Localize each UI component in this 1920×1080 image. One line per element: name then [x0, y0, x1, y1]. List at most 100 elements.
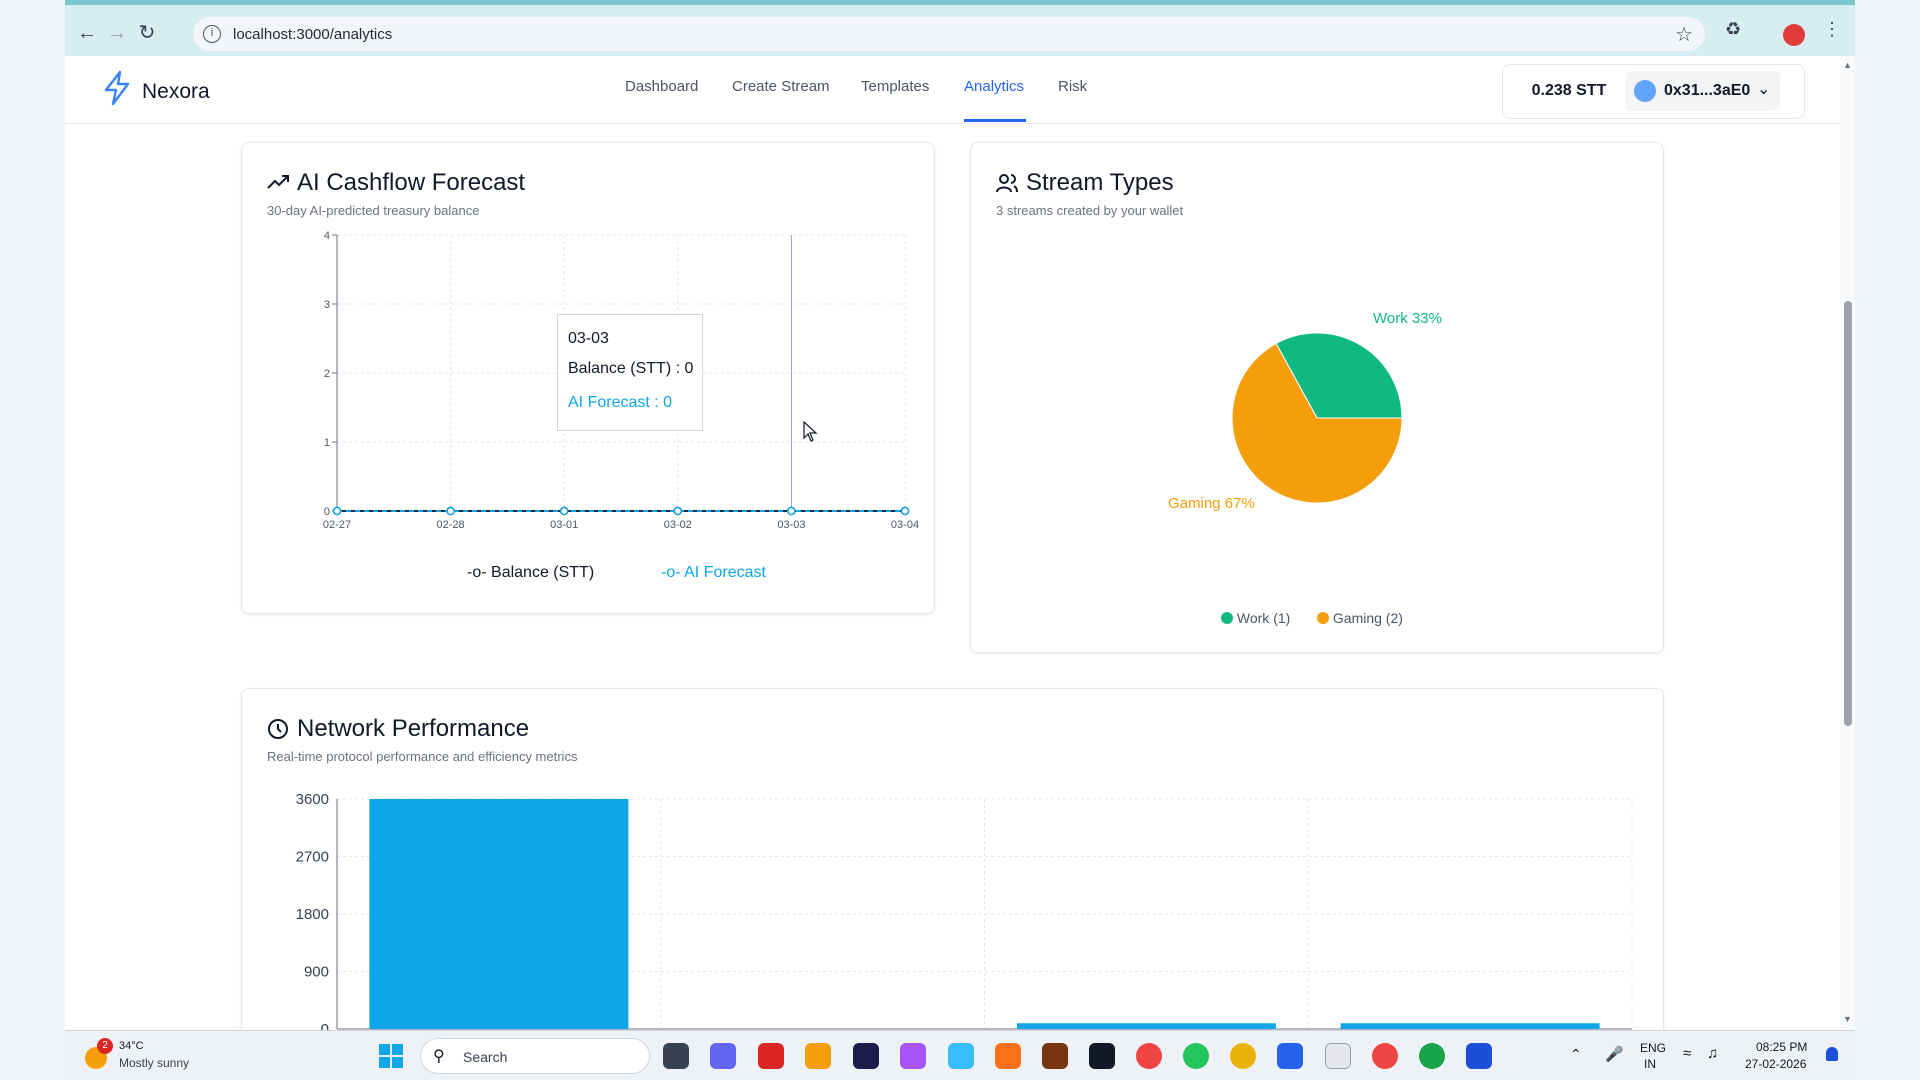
bar — [1016, 1023, 1276, 1029]
legend-dot-icon — [1317, 612, 1329, 624]
data-point — [900, 506, 910, 516]
network-performance-card: Network Performance Real-time protocol p… — [241, 688, 1664, 1030]
legend-work-label: Work (1) — [1236, 610, 1291, 626]
tooltip-forecast: AI Forecast : 0 — [568, 394, 673, 411]
speaker-icon[interactable]: ♫ — [1707, 1045, 1719, 1062]
chrome-icon[interactable] — [1136, 1043, 1162, 1069]
chrome-profile-icon[interactable] — [1230, 1043, 1256, 1069]
chrome-profile-icon[interactable] — [1419, 1043, 1445, 1069]
vscode-icon[interactable] — [1277, 1043, 1303, 1069]
legend-balance[interactable]: -o- Balance (STT) — [467, 564, 594, 582]
legend-work[interactable]: Work (1) — [1221, 610, 1290, 626]
nav-dashboard[interactable]: Dashboard — [625, 78, 699, 95]
network-subtitle: Real-time protocol performance and effic… — [267, 749, 578, 764]
clock-time[interactable]: 08:25 PM — [1756, 1040, 1808, 1054]
y-tick-label: 4 — [324, 230, 330, 242]
y-tick-label: 900 — [304, 964, 329, 981]
stream-types-card: Stream Types 3 streams created by your w… — [970, 142, 1664, 653]
weather-temp[interactable]: 34°C — [119, 1040, 144, 1052]
premiere-icon[interactable] — [853, 1043, 879, 1069]
app-icon[interactable] — [1042, 1043, 1068, 1069]
bookmark-star-icon[interactable]: ☆ — [1675, 24, 1693, 46]
app-header: Nexora Dashboard Create Stream Templates… — [65, 56, 1840, 124]
forward-icon[interactable]: → — [107, 22, 127, 44]
taskbar-search[interactable]: ⚲ Search — [420, 1038, 650, 1074]
active-tab-indicator — [964, 119, 1026, 122]
notepad-icon[interactable] — [1466, 1043, 1492, 1069]
address-bar[interactable]: i localhost:3000/analytics ☆ — [193, 17, 1705, 51]
davinci-icon[interactable] — [1089, 1043, 1115, 1069]
cashflow-subtitle: 30-day AI-predicted treasury balance — [267, 203, 480, 218]
teams-icon[interactable] — [710, 1043, 736, 1069]
page-scrollbar[interactable]: ▲ ▼ — [1840, 56, 1855, 1030]
browser-toolbar: ← → ↻ i localhost:3000/analytics ☆ ♻ ⋮ — [65, 0, 1855, 56]
menu-kebab-icon[interactable]: ⋮ — [1823, 19, 1841, 39]
pie-slice — [1231, 342, 1403, 504]
nav-analytics[interactable]: Analytics — [964, 78, 1025, 95]
copilot-icon[interactable] — [900, 1043, 926, 1069]
legend-balance-label: Balance (STT) — [491, 564, 595, 581]
wallet-address-button[interactable]: 0x31...3aE0 ⌄ — [1625, 71, 1780, 111]
y-tick-label: 3 — [324, 299, 330, 311]
snipping-tool-icon[interactable] — [948, 1043, 974, 1069]
wifi-icon[interactable]: ≈ — [1683, 1045, 1692, 1062]
chrome-profile-icon[interactable] — [1183, 1043, 1209, 1069]
site-info-icon[interactable]: i — [203, 25, 221, 43]
language-eng[interactable]: ENG — [1640, 1041, 1667, 1055]
notification-bell-icon[interactable] — [1826, 1047, 1838, 1061]
powerpoint-icon[interactable] — [758, 1043, 784, 1069]
wallet-address: 0x31...3aE0 — [1664, 82, 1751, 99]
profile-avatar[interactable] — [1783, 24, 1805, 46]
windows-start-icon[interactable] — [379, 1044, 403, 1068]
weather-desc[interactable]: Mostly sunny — [119, 1056, 190, 1070]
tooltip-balance: Balance (STT) : 0 — [568, 360, 694, 377]
cashflow-card: AI Cashflow Forecast 30-day AI-predicted… — [241, 142, 935, 614]
file-explorer-icon[interactable] — [805, 1043, 831, 1069]
chevron-down-icon: ⌄ — [1757, 81, 1771, 98]
nav-risk[interactable]: Risk — [1058, 78, 1088, 95]
users-icon — [996, 174, 1018, 193]
mouse-cursor-icon — [803, 421, 818, 442]
chrome-profile-icon[interactable] — [1372, 1043, 1398, 1069]
nav-templates[interactable]: Templates — [861, 78, 930, 95]
legend-forecast[interactable]: -o- AI Forecast — [661, 564, 766, 582]
page: Nexora Dashboard Create Stream Templates… — [65, 56, 1840, 1030]
scrollbar-thumb[interactable] — [1844, 301, 1852, 726]
legend-line-icon: -o- — [661, 564, 681, 581]
y-tick-label: 0 — [324, 506, 330, 518]
pie-label-work: Work 33% — [1373, 310, 1442, 327]
scroll-up-icon[interactable]: ▲ — [1843, 60, 1852, 70]
extensions-icon[interactable]: ♻ — [1725, 19, 1742, 39]
stream-types-pie-chart[interactable]: Work 33% Gaming 67% — [971, 143, 1665, 654]
clock-date[interactable]: 27-02-2026 — [1745, 1057, 1807, 1071]
x-tick-label: 02-28 — [437, 519, 465, 531]
data-point — [446, 506, 455, 516]
scroll-down-icon[interactable]: ▼ — [1843, 1014, 1852, 1024]
brand-name[interactable]: Nexora — [142, 80, 210, 103]
lightning-logo-icon[interactable] — [101, 70, 133, 106]
legend-forecast-label: AI Forecast — [684, 564, 766, 581]
data-point — [332, 506, 342, 516]
y-tick-label: 3600 — [296, 791, 329, 808]
network-bar-chart[interactable]: 0 900 1800 2700 3600 — [242, 689, 1665, 1030]
task-view-icon[interactable] — [663, 1043, 689, 1069]
tooltip-date: 03-03 — [568, 330, 609, 347]
nav-create-stream[interactable]: Create Stream — [732, 78, 830, 95]
x-tick-label: 03-02 — [664, 519, 692, 531]
legend-gaming-label: Gaming (2) — [1332, 610, 1403, 626]
language-in[interactable]: IN — [1644, 1057, 1656, 1071]
data-point — [787, 506, 796, 516]
browser-window: ← → ↻ i localhost:3000/analytics ☆ ♻ ⋮ N… — [65, 0, 1855, 1030]
pie-label-gaming: Gaming 67% — [1168, 495, 1255, 512]
tray-chevron-up-icon[interactable]: ⌃ — [1570, 1046, 1582, 1062]
x-tick-label: 02-27 — [323, 519, 351, 531]
microphone-icon[interactable]: 🎤 — [1605, 1046, 1624, 1063]
taskbar: 2 34°C Mostly sunny ⚲ Search ⌃ 🎤 ENG IN … — [65, 1030, 1855, 1080]
vlc-icon[interactable] — [995, 1043, 1021, 1069]
reload-icon[interactable]: ↻ — [138, 22, 156, 44]
url-text: localhost:3000/analytics — [233, 26, 393, 43]
data-point — [673, 506, 683, 516]
legend-gaming[interactable]: Gaming (2) — [1317, 610, 1403, 626]
back-icon[interactable]: ← — [77, 22, 97, 44]
paint-icon[interactable] — [1325, 1043, 1351, 1069]
